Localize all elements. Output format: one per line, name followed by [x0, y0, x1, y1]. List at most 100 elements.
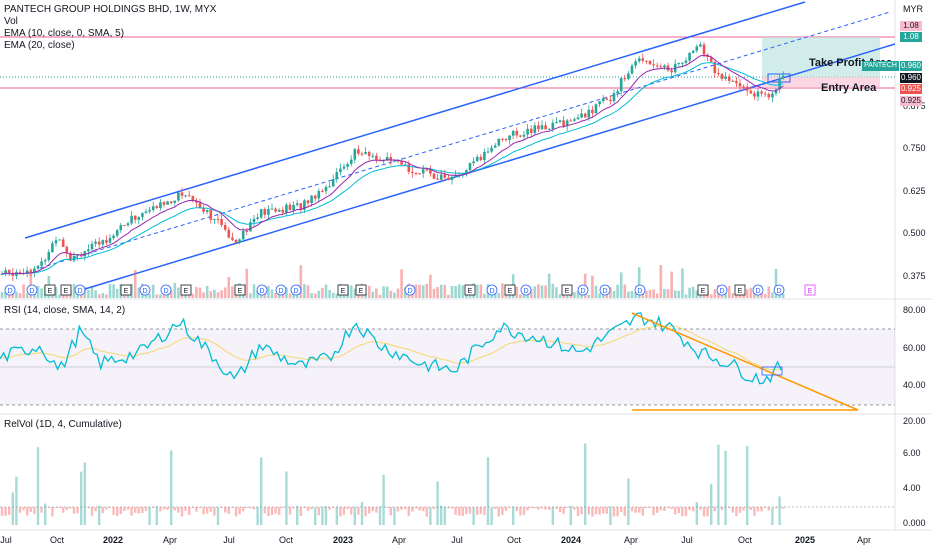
relvol-bar — [742, 507, 745, 511]
volume-bar — [36, 285, 40, 298]
relvol-bar — [29, 507, 32, 512]
candle-body — [105, 240, 108, 243]
earnings-marker — [337, 284, 349, 296]
candle-body — [731, 80, 735, 82]
earnings-marker-label: E — [341, 288, 346, 295]
relvol-bar — [645, 507, 648, 508]
volume-bar — [432, 288, 436, 298]
candle-body — [634, 61, 637, 66]
entry-label[interactable]: Entry Area — [821, 82, 877, 94]
relvol-bar — [490, 507, 493, 525]
relvol-bar — [47, 507, 50, 508]
candle-body — [555, 121, 558, 123]
relvol-bar — [220, 507, 223, 509]
channel-lower-line[interactable] — [74, 43, 896, 293]
candle-body — [688, 52, 691, 61]
volume-bar — [288, 293, 292, 298]
entry-box[interactable] — [762, 77, 880, 88]
volume-bar — [515, 286, 519, 298]
dividend-marker — [404, 284, 416, 296]
relvol-bar — [152, 507, 155, 508]
candle-body — [454, 175, 457, 177]
candle-body — [439, 174, 443, 180]
relvol-bar — [519, 507, 522, 516]
candle-body — [511, 130, 515, 136]
relvol-bar — [285, 471, 288, 525]
relvol-bar — [386, 507, 389, 508]
candle-body — [375, 155, 378, 160]
relvol-bar — [382, 474, 385, 525]
candle-body — [551, 122, 555, 130]
candle-body — [144, 211, 148, 214]
volume-bar — [745, 289, 749, 298]
candle-body — [299, 203, 303, 210]
relvol-bar — [458, 507, 461, 516]
volume-bar — [40, 288, 43, 298]
earnings-marker — [561, 284, 573, 296]
rsi-breakout-marker[interactable] — [761, 366, 783, 376]
relvol-bar — [22, 507, 25, 511]
dividend-marker — [290, 284, 302, 296]
candle-body — [400, 160, 403, 165]
dividend-marker-label: D — [29, 288, 34, 295]
candle-body — [684, 60, 688, 63]
volume-bar — [317, 290, 321, 298]
volume-bar — [634, 292, 637, 298]
entry-tag-2: 0.925 — [900, 96, 922, 106]
relvol-bar — [425, 507, 428, 517]
volume-bar — [220, 290, 223, 298]
candle-body — [148, 209, 151, 212]
candle-body — [735, 80, 738, 84]
relvol-bar — [360, 501, 364, 525]
candle-body — [295, 203, 299, 205]
symbol-tag: PANTECH — [862, 61, 899, 71]
relvol-bar — [303, 507, 306, 508]
candle-body — [115, 230, 119, 236]
candle-body — [108, 238, 112, 243]
volume-bar — [115, 288, 119, 298]
candle-body — [79, 255, 83, 257]
volume-bar — [652, 289, 655, 298]
candle-body — [328, 186, 331, 188]
volume-bar — [313, 293, 317, 298]
rsi-legend: RSI (14, close, SMA, 14, 2) — [4, 305, 126, 316]
relvol-bar — [695, 502, 698, 525]
volume-bar — [306, 285, 310, 298]
rsi-downtrend-line[interactable] — [631, 312, 859, 411]
take-profit-box[interactable] — [762, 37, 880, 77]
time-axis[interactable]: Jul Oct 2022 Apr Jul Oct 2023 Apr Jul Oct 2024 Apr J… — [0, 535, 871, 545]
dividend-marker-label: D — [602, 288, 607, 295]
earnings-marker-label: E — [808, 288, 813, 295]
volume-bar — [497, 292, 501, 298]
earnings-marker-label: E — [565, 288, 570, 295]
volume-bar — [537, 284, 540, 298]
candle-body — [702, 44, 706, 55]
candle-body — [587, 109, 591, 118]
volume-bar — [105, 294, 108, 298]
candle-body — [468, 163, 472, 171]
candle-body — [184, 195, 187, 197]
channel-upper-line[interactable] — [24, 1, 806, 239]
volume-bar — [382, 286, 385, 298]
candle-body — [515, 130, 519, 136]
relvol-bar — [267, 507, 270, 517]
relvol-bar — [69, 507, 72, 509]
relvol-bar — [281, 507, 284, 508]
relvol-bar — [609, 506, 612, 525]
volume-bar — [213, 289, 216, 298]
volume-bar — [418, 284, 421, 298]
volume-bar — [547, 273, 551, 298]
relvol-bar — [778, 496, 781, 525]
earnings-marker — [355, 284, 367, 296]
candle-body — [774, 89, 778, 94]
candle-body — [58, 239, 61, 241]
candle-body — [558, 120, 562, 122]
candle-body — [447, 177, 450, 180]
dividend-marker — [275, 284, 287, 296]
volume-bar — [11, 293, 15, 298]
relvol-bar — [346, 507, 349, 510]
relvol-bar — [414, 507, 418, 509]
channel-mid-line[interactable] — [39, 11, 891, 269]
time-tick: 2023 — [333, 535, 353, 545]
